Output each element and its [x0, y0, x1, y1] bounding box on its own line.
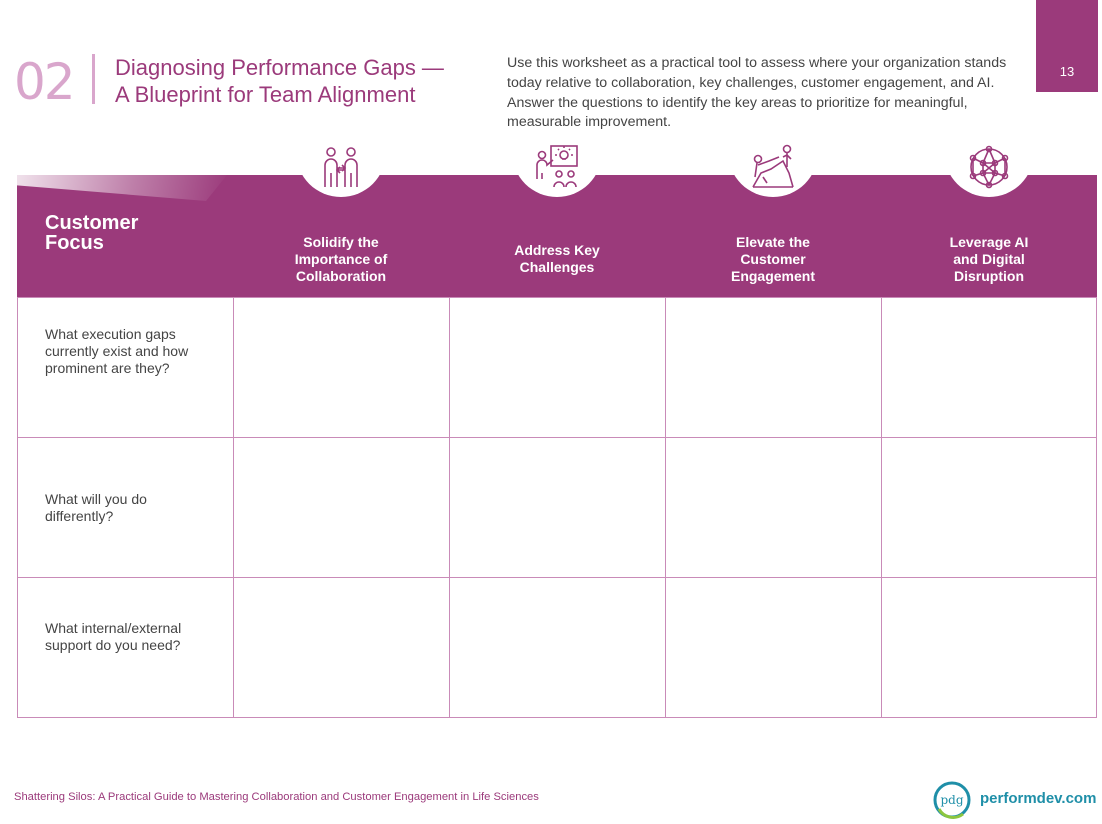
grid-divider: [881, 297, 882, 718]
page-number: 13: [1059, 64, 1075, 79]
climbing-support-icon: [752, 144, 794, 188]
row-question-execution-gaps: What execution gaps currently exist and …: [45, 326, 189, 376]
section-title-line-2: A Blueprint for Team Alignment: [115, 82, 416, 107]
row-question-do-differently: What will you do differently?: [45, 491, 147, 524]
intro-paragraph: Use this worksheet as a practical tool t…: [507, 55, 1007, 131]
label-line: Solidify the Importance of Collaboration: [294, 234, 388, 284]
performdev-link[interactable]: performdev.com: [980, 790, 1097, 807]
section-divider: [92, 54, 95, 104]
section-title-line-1: Diagnosing Performance Gaps —: [115, 55, 444, 80]
customer-focus-label: Customer Focus: [45, 213, 195, 253]
logo-letters: pdg: [940, 793, 963, 807]
answer-cell[interactable]: [666, 438, 880, 576]
column-header-ai: Leverage AI and Digital Disruption: [881, 142, 1097, 297]
answer-cell[interactable]: [666, 578, 880, 717]
answer-cell[interactable]: [882, 298, 1096, 436]
answer-cell[interactable]: [882, 578, 1096, 717]
answer-cell[interactable]: [234, 578, 448, 717]
page-number-tab: 13: [1036, 0, 1098, 92]
label-line: Leverage AI and Digital Disruption: [949, 234, 1029, 284]
collaboration-label-text: Solidify the Importance of Collaboration: [233, 234, 449, 285]
focus-line-2: Focus: [45, 232, 104, 254]
worksheet-grid: [17, 297, 1097, 718]
presentation-idea-icon: [536, 145, 578, 188]
answer-cell[interactable]: [666, 298, 880, 436]
grid-divider: [665, 297, 666, 718]
column-header-collaboration: Solidify the Importance of Collaboration: [233, 142, 449, 297]
focus-line-1: Customer: [45, 212, 139, 234]
section-title: Diagnosing Performance Gaps — A Blueprin…: [115, 54, 495, 108]
grid-row-divider: [17, 437, 1097, 438]
pdg-logo: pdg: [933, 781, 971, 819]
collaboration-people-icon: [324, 147, 358, 187]
column-label-engagement: Elevate the Customer Engagement: [665, 234, 881, 285]
column-header-challenges: Address Key Challenges: [449, 142, 665, 297]
row-question-support: What internal/external support do you ne…: [45, 620, 182, 653]
answer-cell[interactable]: [234, 438, 448, 576]
answer-cell[interactable]: [450, 438, 664, 576]
label-line: Elevate the Customer Engagement: [730, 234, 815, 284]
label-line: Address Key Challenges: [514, 242, 600, 275]
footer-book-title: Shattering Silos: A Practical Guide to M…: [14, 791, 539, 803]
answer-cell[interactable]: [450, 578, 664, 717]
answer-cell[interactable]: [450, 298, 664, 436]
section-number: 02: [14, 53, 76, 111]
column-header-engagement: Elevate the Customer Engagement: [665, 142, 881, 297]
grid-row-divider: [17, 577, 1097, 578]
grid-divider: [233, 297, 234, 718]
answer-cell[interactable]: [882, 438, 1096, 576]
grid-divider: [449, 297, 450, 718]
column-label-ai: Leverage AI and Digital Disruption: [881, 234, 1097, 285]
column-label-challenges: Address Key Challenges: [449, 242, 665, 276]
column-label-collaboration: Solidify the Importance of Collaboration: [233, 234, 449, 285]
network-globe-icon: [969, 145, 1009, 189]
answer-cell[interactable]: [234, 298, 448, 436]
